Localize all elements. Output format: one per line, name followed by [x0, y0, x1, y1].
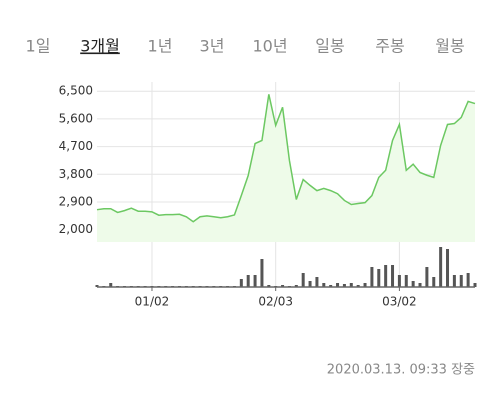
volume-bar — [377, 269, 381, 287]
volume-bar — [466, 273, 470, 287]
volume-bar — [370, 267, 374, 287]
volume-bar — [439, 247, 443, 287]
volume-bar — [246, 275, 250, 287]
volume-bar — [267, 285, 271, 287]
tab[interactable]: 3개월 — [80, 37, 120, 56]
volume-bar — [109, 283, 113, 287]
volume-bar — [294, 285, 298, 287]
volume-bar — [452, 275, 456, 287]
volume-bar — [432, 277, 436, 287]
x-tick-label: 02/03 — [258, 295, 293, 309]
y-tick-label: 2,000 — [59, 222, 93, 236]
volume-bar — [308, 281, 312, 287]
volume-bar — [239, 279, 243, 287]
y-tick-label: 6,500 — [59, 84, 93, 98]
volume-bar — [397, 275, 401, 287]
volume-bar — [418, 283, 422, 287]
volume-bar — [329, 285, 333, 287]
volume-bar — [260, 259, 264, 287]
volume-bar — [391, 265, 395, 287]
volume-bar — [315, 277, 319, 287]
volume-bar — [384, 265, 388, 287]
volume-bar — [301, 273, 305, 287]
volume-bar — [425, 267, 429, 287]
tab[interactable]: 월봉 — [435, 37, 464, 56]
tab[interactable]: 3년 — [200, 37, 225, 56]
volume-bar — [446, 249, 450, 287]
y-tick-label: 2,900 — [59, 195, 93, 209]
volume-bar — [342, 284, 346, 287]
volume-bar — [356, 285, 360, 287]
x-tick-label: 01/02 — [135, 295, 170, 309]
volume-bar — [95, 285, 99, 287]
volume-bar — [459, 275, 463, 287]
tab[interactable]: 1년 — [148, 37, 173, 56]
y-tick-label: 4,700 — [59, 139, 93, 153]
tab[interactable]: 일봉 — [315, 37, 344, 56]
price-line — [96, 94, 476, 223]
volume-bar — [336, 283, 340, 287]
x-tick-label: 03/02 — [382, 295, 417, 309]
line-area — [97, 94, 475, 242]
volume-bar — [349, 283, 353, 287]
volume-bar — [411, 281, 415, 287]
volume-bar — [281, 285, 285, 287]
y-tick-label: 3,800 — [59, 167, 93, 181]
tab[interactable]: 주봉 — [375, 37, 404, 56]
tab[interactable]: 10년 — [252, 37, 287, 56]
volume-bar — [473, 283, 477, 287]
timestamp: 2020.03.13. 09:33 장중 — [327, 363, 475, 378]
y-tick-label: 5,600 — [59, 111, 93, 125]
volume-bar — [404, 275, 408, 287]
volume-bar — [363, 283, 367, 287]
tab[interactable]: 1일 — [26, 37, 51, 56]
volume-bar — [322, 283, 326, 287]
volume-bar — [253, 275, 257, 287]
